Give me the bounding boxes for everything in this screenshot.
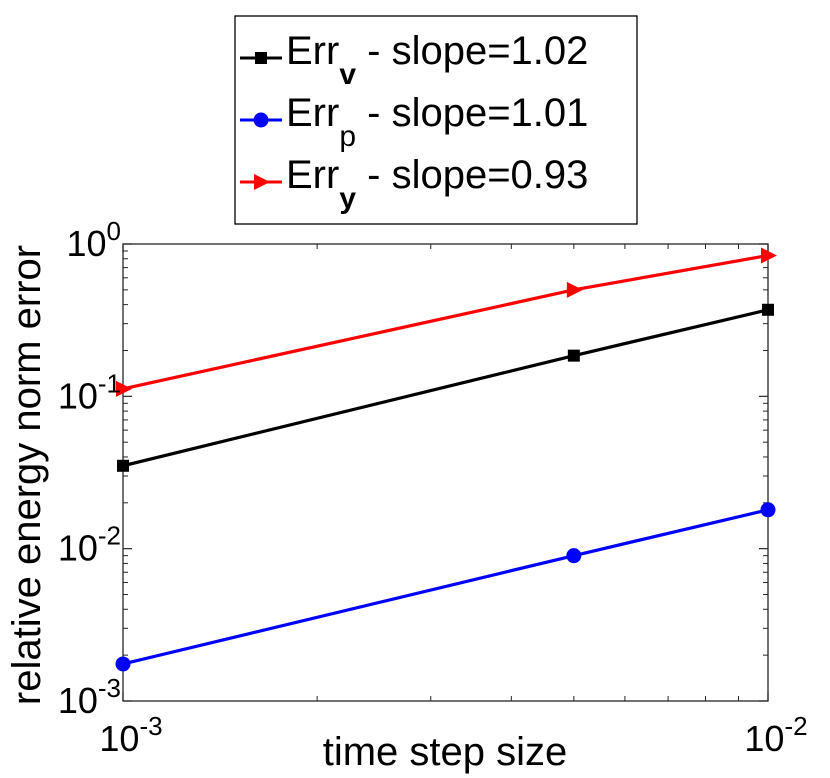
data-point: [761, 247, 777, 264]
x-axis-label: time step size: [323, 730, 568, 774]
y-tick-label: 10-2: [58, 521, 121, 569]
legend-marker: [255, 52, 267, 64]
series-err-p: [115, 502, 776, 672]
legend-label: Errv - slope=1.02: [286, 29, 588, 91]
series-line: [122, 308, 769, 468]
legend-box: [234, 15, 638, 225]
legend-entry: Errp - slope=1.01: [240, 91, 588, 153]
data-point: [567, 349, 580, 362]
series-line: [122, 508, 769, 666]
y-tick-label: 100: [66, 216, 121, 264]
plot-area: 10-3 10-2 10-1 100 10-3 10-2: [58, 216, 808, 759]
y-axis-label: relative energy norm error: [5, 245, 49, 705]
legend-entry: Errv - slope=1.02: [240, 29, 588, 91]
data-point: [117, 459, 129, 472]
data-point: [115, 656, 131, 672]
data-point: [116, 380, 132, 397]
data-point: [566, 281, 583, 298]
legend-entry: Erry - slope=0.93: [240, 153, 588, 215]
axes-box: [122, 243, 769, 702]
x-tick-label: 10-2: [744, 711, 807, 759]
legend-marker: [254, 174, 270, 190]
legend-label: Erry - slope=0.93: [286, 153, 588, 215]
x-tick-label: 10-3: [99, 711, 162, 759]
series-err-v: [117, 303, 774, 472]
series-err-y: [116, 247, 777, 397]
y-tick-label: 10-1: [58, 368, 121, 416]
y-tick-label: 10-3: [58, 673, 121, 721]
legend-label: Errp - slope=1.01: [286, 91, 588, 153]
series-line: [122, 253, 769, 391]
data-point: [760, 502, 776, 518]
legend-marker: [253, 112, 269, 128]
data-point: [566, 548, 582, 564]
data-point: [762, 303, 774, 316]
